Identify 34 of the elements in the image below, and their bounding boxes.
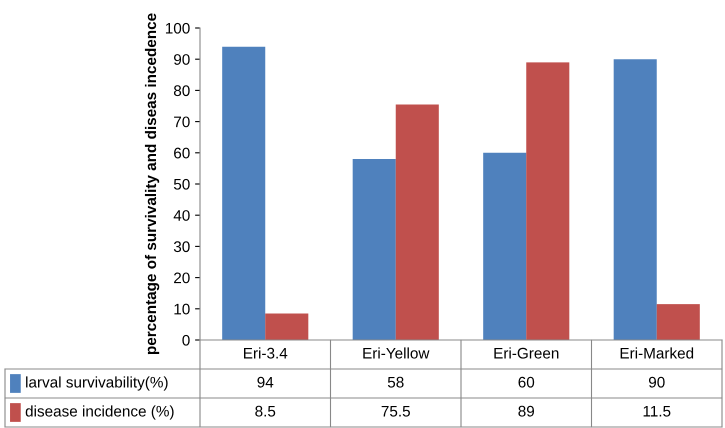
y-tick-label: 40 — [174, 210, 190, 221]
bar — [396, 104, 439, 340]
legend-label: disease incidence (%) — [26, 405, 174, 420]
y-tick-label: 30 — [174, 241, 190, 252]
bar — [222, 46, 266, 340]
y-tick-label: 90 — [174, 54, 190, 65]
bar — [483, 152, 526, 340]
data-label: 94 — [257, 376, 274, 388]
x-tick-label: Eri-Marked — [620, 347, 694, 359]
bar — [526, 62, 570, 340]
bar — [352, 159, 396, 340]
bar — [265, 313, 308, 340]
data-label: 58 — [388, 376, 404, 388]
y-tick-label: 50 — [174, 178, 190, 190]
data-label: 90 — [648, 376, 665, 388]
data-label: 8.5 — [255, 406, 276, 417]
data-label: 60 — [518, 376, 534, 388]
data-label: 89 — [518, 406, 534, 417]
y-tick-label: 70 — [174, 116, 190, 128]
bar — [656, 304, 700, 340]
y-tick-label: 100 — [166, 22, 190, 34]
legend-label: larval survivability(%) — [26, 376, 168, 391]
bar — [614, 59, 657, 340]
x-tick-label: Eri-Yellow — [363, 347, 430, 359]
x-tick-label: Eri-3.4 — [244, 347, 288, 359]
y-tick-label: 60 — [174, 148, 190, 158]
data-label: 11.5 — [644, 406, 670, 417]
y-tick-label: 20 — [174, 272, 190, 284]
y-tick-label: 0 — [182, 334, 190, 346]
data-label: 75.5 — [382, 406, 410, 417]
x-tick-label: Eri-Green — [494, 347, 558, 359]
y-tick-label: 80 — [174, 85, 190, 96]
y-tick-label: 10 — [174, 304, 190, 314]
y-axis-title: percentage of survivality and diseas incedence — [144, 13, 160, 354]
